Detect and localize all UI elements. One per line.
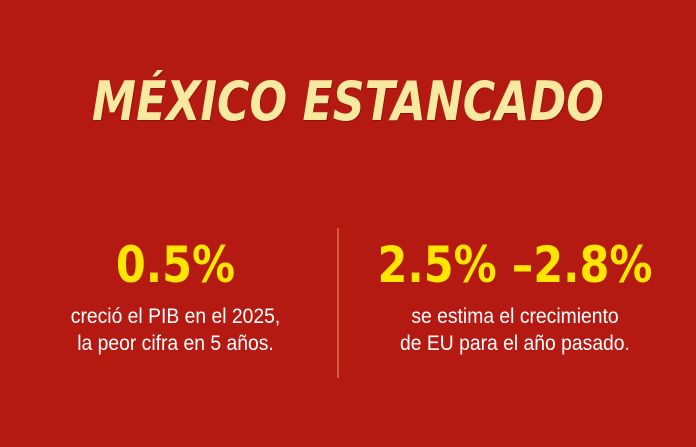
stat-caption-line: de EU para el año pasado. xyxy=(400,332,630,355)
stat-caption-line: se estima el crecimiento xyxy=(411,305,619,328)
stat-value: 0.5% xyxy=(115,236,236,294)
stat-caption: creció el PIB en el 2025, la peor cifra … xyxy=(31,303,321,357)
stat-caption-line: la peor cifra en 5 años. xyxy=(77,332,274,355)
stat-caption: se estima el crecimiento de EU para el a… xyxy=(363,303,667,357)
stat-gdp-mexico: 0.5% creció el PIB en el 2025, la peor c… xyxy=(18,235,333,357)
stat-value: 2.5% –2.8% xyxy=(377,236,653,294)
stat-caption-line: creció el PIB en el 2025, xyxy=(70,305,281,328)
vertical-divider xyxy=(337,228,339,378)
headline: MÉXICO ESTANCADO xyxy=(92,70,604,133)
stat-gdp-us: 2.5% –2.8% se estima el crecimiento de E… xyxy=(350,235,680,357)
